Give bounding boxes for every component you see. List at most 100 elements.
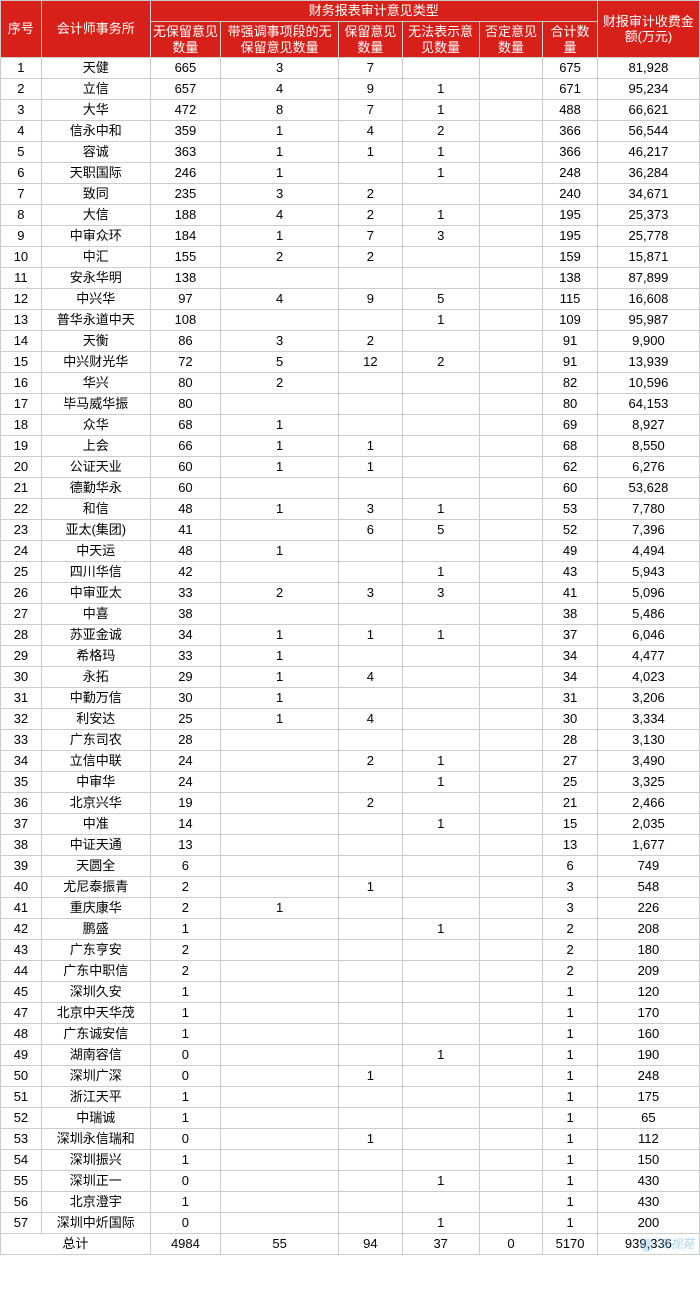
cell-c6: 80 xyxy=(543,394,598,415)
cell-c5 xyxy=(479,1024,543,1045)
cell-c2 xyxy=(221,1192,339,1213)
cell-c5 xyxy=(479,226,543,247)
cell-c1: 2 xyxy=(150,940,220,961)
cell-c3: 1 xyxy=(339,436,403,457)
cell-firm: 众华 xyxy=(41,415,150,436)
cell-c6: 2 xyxy=(543,940,598,961)
table-row: 22和信48131537,780 xyxy=(1,499,700,520)
cell-c3: 1 xyxy=(339,1066,403,1087)
cell-c6: 366 xyxy=(543,142,598,163)
cell-c2: 1 xyxy=(221,121,339,142)
cell-c6: 82 xyxy=(543,373,598,394)
cell-c5 xyxy=(479,121,543,142)
cell-c6: 675 xyxy=(543,58,598,79)
cell-seq: 42 xyxy=(1,919,42,940)
cell-c3: 7 xyxy=(339,226,403,247)
cell-fee: 190 xyxy=(597,1045,699,1066)
table-row: 51浙江天平11175 xyxy=(1,1087,700,1108)
cell-seq: 7 xyxy=(1,184,42,205)
table-row: 18众华681698,927 xyxy=(1,415,700,436)
cell-seq: 21 xyxy=(1,478,42,499)
cell-c3: 9 xyxy=(339,79,403,100)
cell-c3 xyxy=(339,730,403,751)
cell-seq: 23 xyxy=(1,520,42,541)
cell-c2 xyxy=(221,562,339,583)
cell-firm: 苏亚金诚 xyxy=(41,625,150,646)
cell-seq: 19 xyxy=(1,436,42,457)
cell-fee: 36,284 xyxy=(597,163,699,184)
cell-c3: 6 xyxy=(339,520,403,541)
cell-seq: 17 xyxy=(1,394,42,415)
cell-c1: 25 xyxy=(150,709,220,730)
cell-fee: 3,206 xyxy=(597,688,699,709)
cell-c4 xyxy=(402,1129,479,1150)
cell-c5 xyxy=(479,604,543,625)
cell-firm: 天衡 xyxy=(41,331,150,352)
cell-fee: 4,477 xyxy=(597,646,699,667)
cell-c2: 2 xyxy=(221,373,339,394)
cell-c4 xyxy=(402,1024,479,1045)
cell-firm: 德勤华永 xyxy=(41,478,150,499)
cell-c6: 1 xyxy=(543,1171,598,1192)
cell-c1: 60 xyxy=(150,457,220,478)
cell-c2: 2 xyxy=(221,583,339,604)
cell-seq: 55 xyxy=(1,1171,42,1192)
cell-fee: 7,780 xyxy=(597,499,699,520)
cell-c3: 12 xyxy=(339,352,403,373)
cell-firm: 希格玛 xyxy=(41,646,150,667)
cell-seq: 31 xyxy=(1,688,42,709)
cell-c3: 4 xyxy=(339,667,403,688)
cell-c6: 195 xyxy=(543,205,598,226)
cell-seq: 2 xyxy=(1,79,42,100)
cell-c1: 33 xyxy=(150,583,220,604)
cell-c6: 3 xyxy=(543,877,598,898)
cell-firm: 广东亨安 xyxy=(41,940,150,961)
header-c2: 带强调事项段的无保留意见数量 xyxy=(221,22,339,58)
cell-c5 xyxy=(479,205,543,226)
cell-seq: 54 xyxy=(1,1150,42,1171)
cell-fee: 6,046 xyxy=(597,625,699,646)
cell-c1: 60 xyxy=(150,478,220,499)
cell-c2: 3 xyxy=(221,184,339,205)
cell-fee: 4,023 xyxy=(597,667,699,688)
cell-c1: 155 xyxy=(150,247,220,268)
cell-firm: 中审华 xyxy=(41,772,150,793)
cell-c2 xyxy=(221,730,339,751)
cell-firm: 中审亚太 xyxy=(41,583,150,604)
cell-c6: 159 xyxy=(543,247,598,268)
cell-c4: 1 xyxy=(402,163,479,184)
cell-c5 xyxy=(479,247,543,268)
cell-seq: 6 xyxy=(1,163,42,184)
cell-c5 xyxy=(479,310,543,331)
cell-c3: 1 xyxy=(339,625,403,646)
cell-fee: 65 xyxy=(597,1108,699,1129)
table-body: 1天健6653767581,9282立信65749167195,2343大华47… xyxy=(1,58,700,1234)
cell-c3: 2 xyxy=(339,205,403,226)
cell-c1: 34 xyxy=(150,625,220,646)
cell-fee: 56,544 xyxy=(597,121,699,142)
cell-firm: 公证天业 xyxy=(41,457,150,478)
cell-firm: 普华永道中天 xyxy=(41,310,150,331)
table-row: 50深圳广深011248 xyxy=(1,1066,700,1087)
cell-seq: 27 xyxy=(1,604,42,625)
table-row: 21德勤华永606053,628 xyxy=(1,478,700,499)
cell-c2: 4 xyxy=(221,205,339,226)
cell-c1: 28 xyxy=(150,730,220,751)
cell-c1: 24 xyxy=(150,751,220,772)
cell-c2 xyxy=(221,478,339,499)
cell-firm: 上会 xyxy=(41,436,150,457)
cell-c4 xyxy=(402,961,479,982)
cell-c2 xyxy=(221,1129,339,1150)
table-row: 30永拓2914344,023 xyxy=(1,667,700,688)
cell-seq: 14 xyxy=(1,331,42,352)
cell-firm: 天健 xyxy=(41,58,150,79)
cell-c5 xyxy=(479,1045,543,1066)
cell-c1: 6 xyxy=(150,856,220,877)
cell-c2 xyxy=(221,961,339,982)
cell-firm: 深圳中炘国际 xyxy=(41,1213,150,1234)
cell-c5 xyxy=(479,79,543,100)
cell-c2 xyxy=(221,1171,339,1192)
cell-c6: 366 xyxy=(543,121,598,142)
table-row: 23亚太(集团)4165527,396 xyxy=(1,520,700,541)
table-row: 2立信65749167195,234 xyxy=(1,79,700,100)
